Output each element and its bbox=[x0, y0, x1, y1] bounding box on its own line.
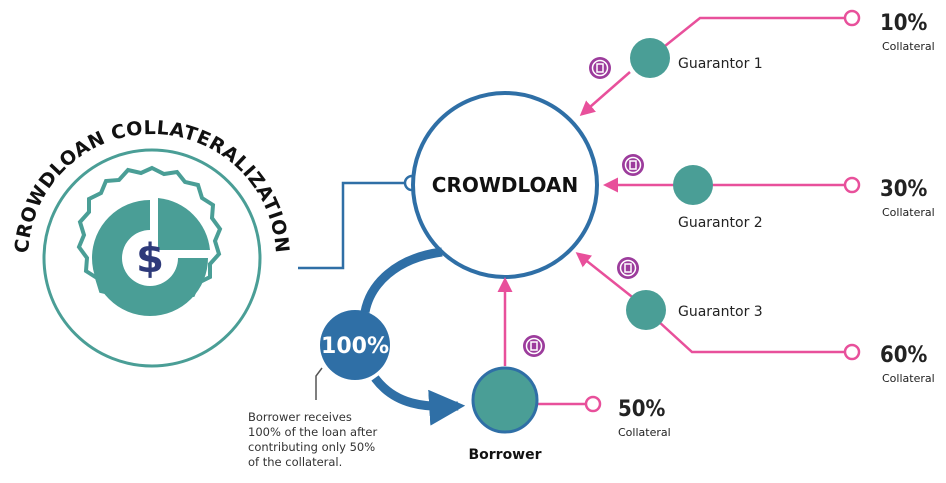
guarantor-label: Guarantor 3 bbox=[678, 304, 763, 320]
logo-symbol: $ bbox=[136, 236, 164, 282]
coin bbox=[621, 153, 645, 177]
end-dot bbox=[843, 9, 861, 27]
guarantor-node bbox=[673, 165, 713, 205]
collateral-label: Collateral bbox=[882, 372, 935, 385]
flow bbox=[360, 247, 443, 314]
logo-title: CROWDLOAN COLLATERALIZATION bbox=[11, 117, 293, 254]
note-line: of the collateral. bbox=[248, 455, 342, 469]
connector bbox=[298, 181, 405, 270]
link bbox=[649, 16, 845, 59]
end-dot bbox=[584, 395, 602, 413]
logo-title-path: CROWDLOAN COLLATERALIZATION bbox=[11, 117, 293, 254]
logo: $ CROWDLOAN COLLATERALIZATION bbox=[11, 117, 293, 368]
guarantor-label: Guarantor 1 bbox=[678, 56, 763, 72]
collateral-pct: 10% bbox=[880, 11, 928, 36]
collateral-pct: 60% bbox=[880, 343, 928, 368]
coin bbox=[588, 56, 612, 80]
collateral-pct: 30% bbox=[880, 177, 928, 202]
note-line: Borrower receives bbox=[248, 410, 352, 424]
guarantor-label: Guarantor 2 bbox=[678, 215, 763, 231]
hub-label: CROWDLOAN bbox=[432, 173, 578, 197]
guarantor-node bbox=[626, 290, 666, 330]
link bbox=[645, 309, 845, 354]
share-label: 100% bbox=[321, 334, 389, 359]
collateral-label: Collateral bbox=[882, 40, 935, 53]
flow-arrow bbox=[371, 375, 466, 426]
end-dot bbox=[843, 343, 861, 361]
arrow bbox=[579, 71, 631, 116]
end-dot bbox=[843, 176, 861, 194]
collateral-label: Collateral bbox=[882, 206, 935, 219]
guarantor-node bbox=[630, 38, 670, 78]
borrower-node bbox=[471, 366, 539, 434]
borrower-label: Borrower bbox=[468, 447, 541, 463]
note-leader bbox=[315, 367, 323, 400]
arrow bbox=[575, 252, 637, 301]
collateral-label: Collateral bbox=[618, 426, 671, 439]
coin bbox=[522, 334, 546, 358]
note-line: 100% of the loan after bbox=[248, 425, 378, 439]
coin bbox=[616, 256, 640, 280]
share-circle bbox=[320, 310, 390, 380]
collateral-pct: 50% bbox=[618, 397, 666, 422]
note-line: contributing only 50% bbox=[248, 440, 375, 454]
